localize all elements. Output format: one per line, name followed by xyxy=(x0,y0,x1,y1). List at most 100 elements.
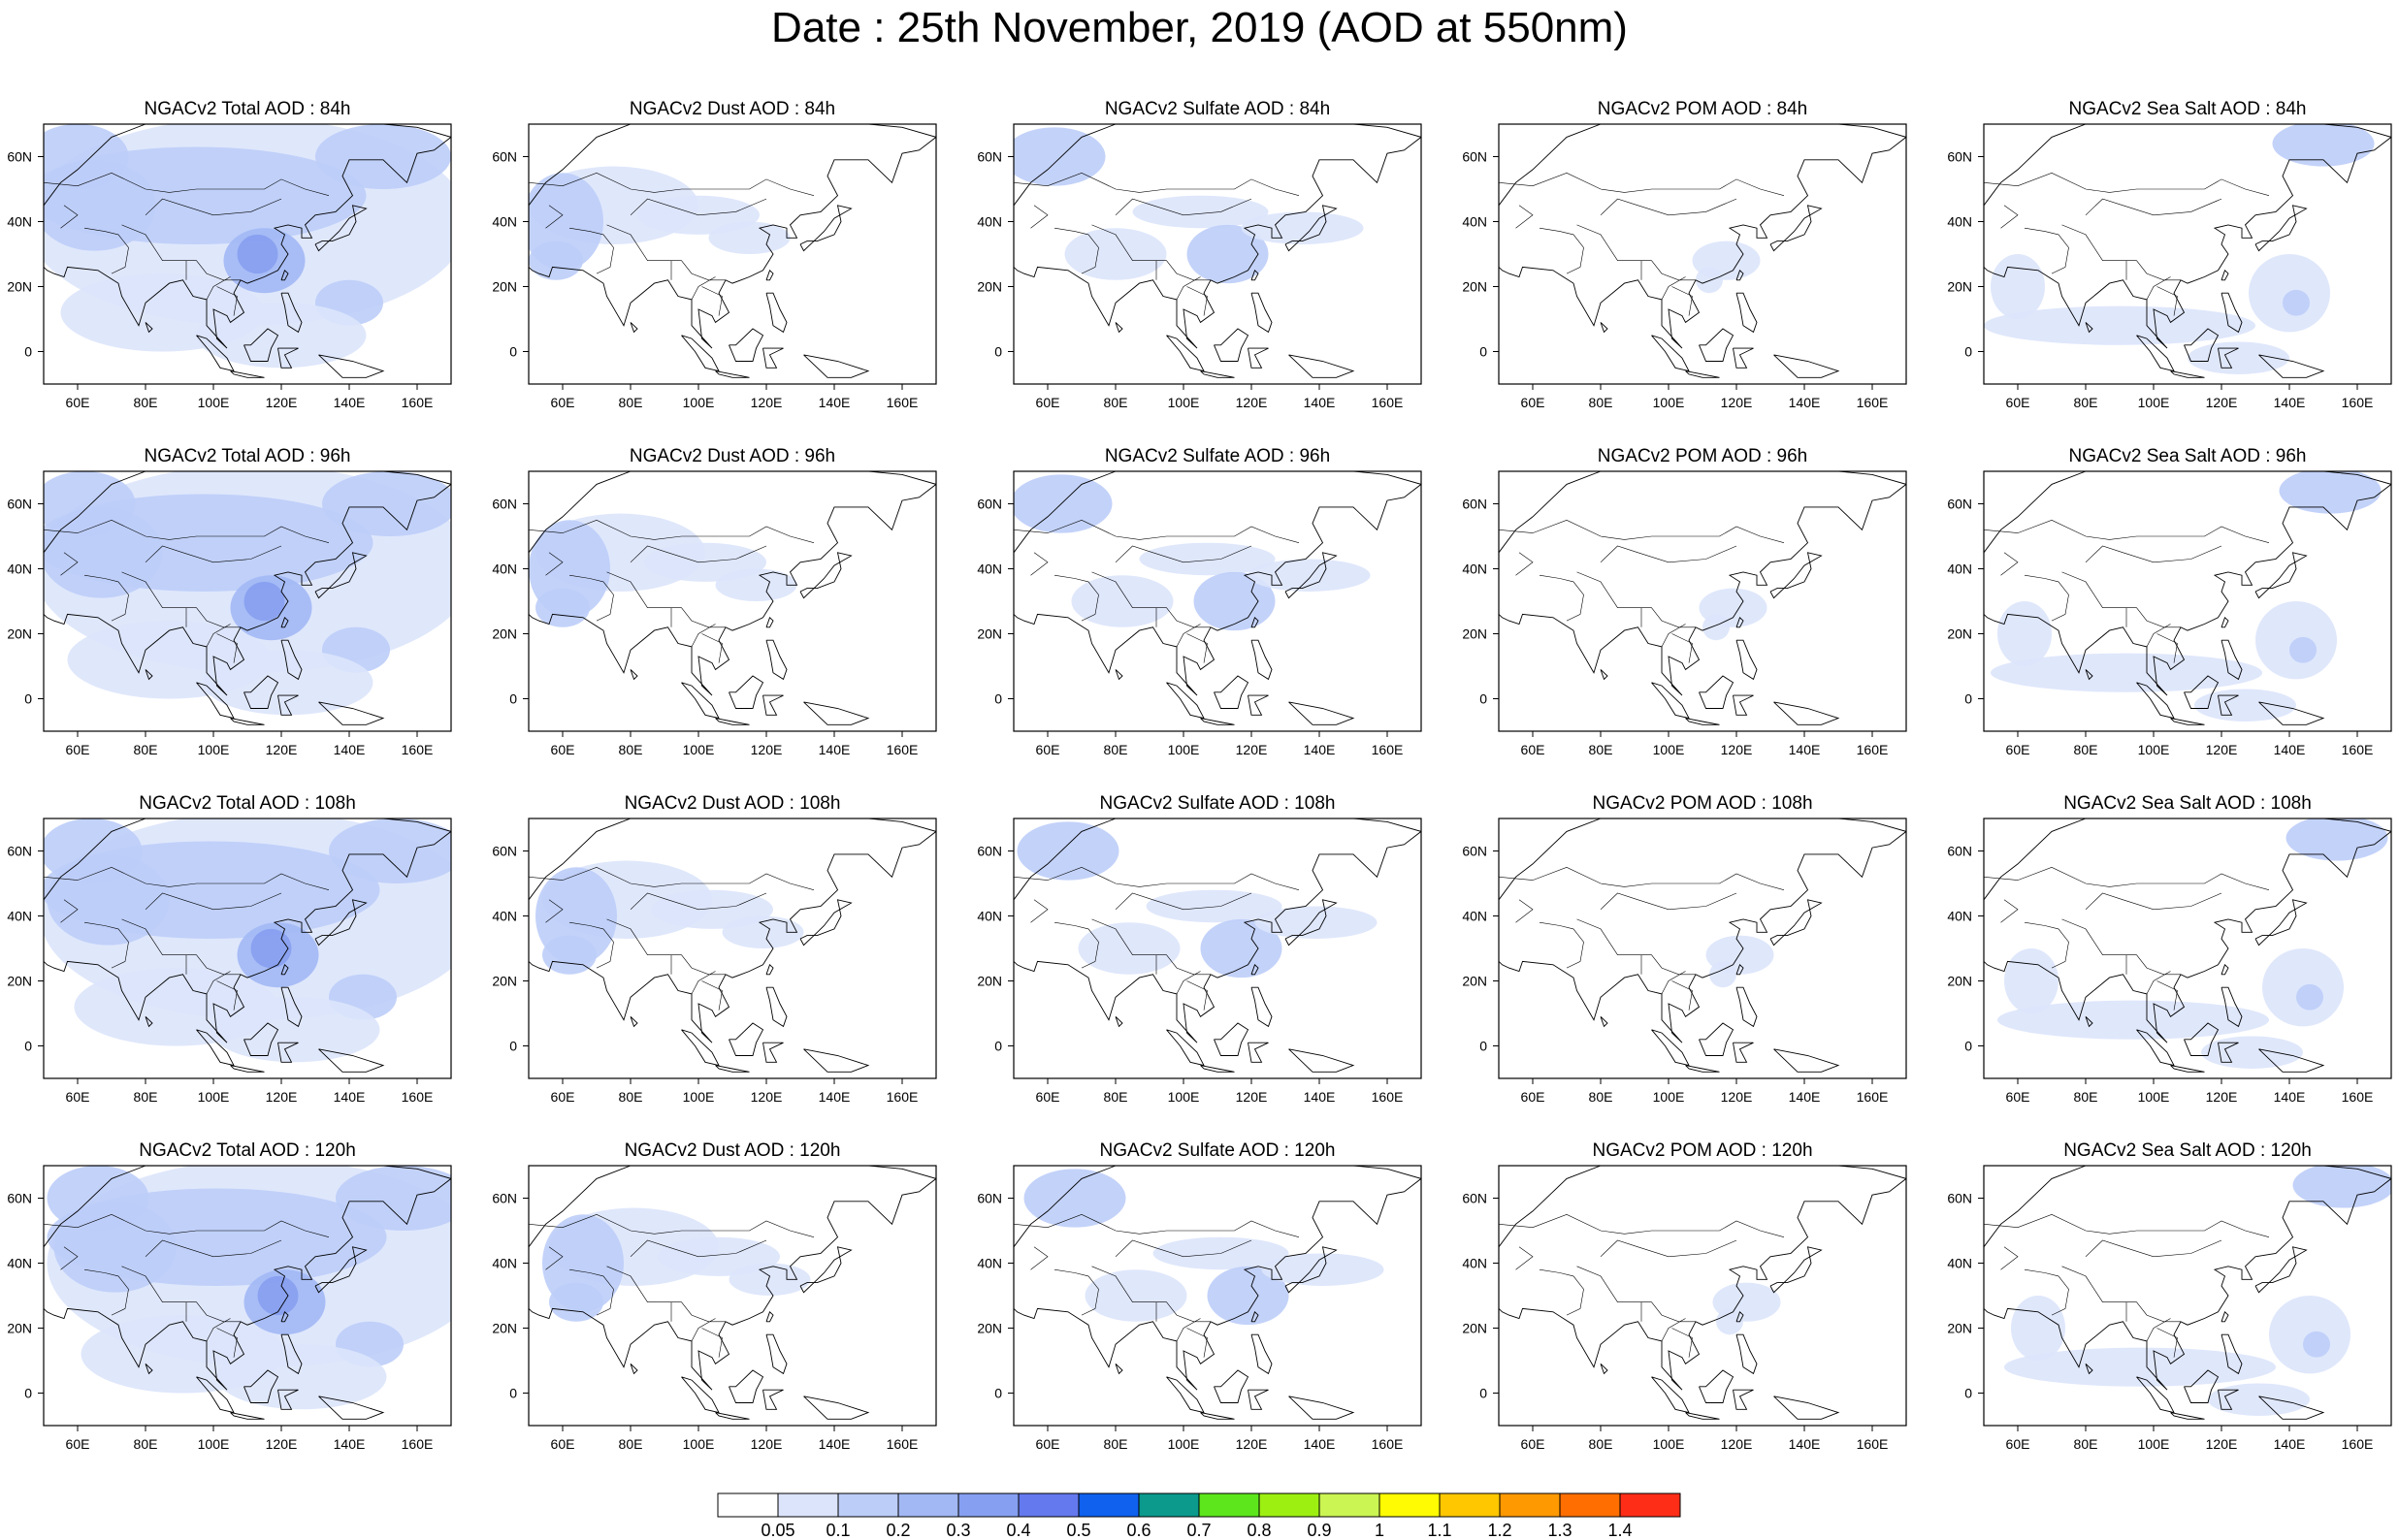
coastline xyxy=(2136,682,2175,720)
country-border xyxy=(1014,172,1300,196)
coastline xyxy=(1769,1246,1823,1294)
map-frame xyxy=(43,818,452,1079)
coastline xyxy=(1200,718,1235,725)
lat-tick-label: 20N xyxy=(7,626,32,642)
coastline xyxy=(803,1048,870,1073)
coastline xyxy=(1250,963,1259,976)
aod-blob xyxy=(210,997,380,1063)
lon-tick-label: 60E xyxy=(1036,1436,1060,1452)
lat-tick-label: 0 xyxy=(509,344,517,360)
lat-tick-label: 40N xyxy=(7,214,32,230)
coastline xyxy=(1115,322,1123,334)
lon-tick-label: 140E xyxy=(334,1089,366,1105)
country-border xyxy=(606,571,726,628)
coastline xyxy=(1733,694,1754,716)
coastline xyxy=(1284,552,1338,599)
aod-field xyxy=(1984,124,2391,378)
lon-tick-label: 140E xyxy=(819,1436,851,1452)
lon-tick-label: 120E xyxy=(266,1436,298,1452)
lon-tick-label: 120E xyxy=(1236,395,1268,410)
coastline xyxy=(1200,1412,1235,1420)
lon-tick-label: 60E xyxy=(2006,1436,2030,1452)
coastline xyxy=(2170,370,2205,378)
lat-tick-label: 60N xyxy=(977,844,1002,859)
coastline xyxy=(44,818,451,1043)
country-border xyxy=(2085,1239,2222,1258)
coastline xyxy=(2221,1333,2243,1375)
map-frame xyxy=(1498,1165,1907,1427)
lon-tick-label: 160E xyxy=(2342,1436,2374,1452)
lat-tick-label: 40N xyxy=(1947,1256,1972,1271)
map-frame xyxy=(1983,123,2392,385)
country-border xyxy=(1176,276,1201,301)
coastline xyxy=(2254,205,2308,252)
coastline xyxy=(715,1065,750,1073)
country-border xyxy=(2156,1328,2178,1358)
country-border xyxy=(529,1213,815,1237)
lat-tick-label: 0 xyxy=(994,1039,1002,1054)
lon-tick-label: 60E xyxy=(1521,395,1545,410)
lon-tick-label: 100E xyxy=(2138,742,2170,757)
lon-tick-label: 120E xyxy=(751,1436,783,1452)
map-panel: NGACv2 POM AOD : 120h 60E 80E 100E 120E 140E 1… xyxy=(1462,1140,1907,1452)
aod-blob xyxy=(2004,1347,2276,1387)
lon-tick-label: 80E xyxy=(619,742,643,757)
lon-tick-label: 140E xyxy=(1789,1089,1821,1105)
panel-title: NGACv2 Dust AOD : 120h xyxy=(625,1140,841,1161)
lon-tick-label: 80E xyxy=(1104,1436,1128,1452)
lon-tick-label: 60E xyxy=(1521,1436,1545,1452)
coastline xyxy=(1014,471,1421,696)
coastline xyxy=(243,1022,279,1056)
map-frame xyxy=(1498,470,1907,732)
coastline xyxy=(2258,1396,2325,1420)
aod-blob xyxy=(1984,305,2255,345)
aod-field xyxy=(44,471,451,725)
panel-title: NGACv2 Sea Salt AOD : 84h xyxy=(2068,99,2306,119)
coastline xyxy=(318,354,385,378)
coastline xyxy=(1984,818,2391,1043)
coastline xyxy=(1248,694,1269,716)
coastline xyxy=(1773,701,1840,725)
lon-tick-label: 60E xyxy=(1036,1089,1060,1105)
map-frame xyxy=(1013,818,1422,1079)
coastline xyxy=(196,1376,235,1414)
country-border xyxy=(83,921,129,969)
coastline xyxy=(196,1029,235,1067)
country-border xyxy=(630,1239,767,1258)
aod-blob xyxy=(1997,601,2052,666)
coastline xyxy=(230,1065,265,1073)
aod-blob xyxy=(1207,1266,1289,1326)
coastline xyxy=(765,1310,774,1323)
coastline xyxy=(1733,1389,1754,1410)
lon-tick-label: 160E xyxy=(402,1089,434,1105)
lon-tick-label: 140E xyxy=(334,742,366,757)
lat-tick-label: 40N xyxy=(492,1256,517,1271)
country-border xyxy=(1186,980,1208,1011)
lon-tick-label: 140E xyxy=(2274,742,2306,757)
country-border xyxy=(1515,552,1534,576)
panel-title: NGACv2 Dust AOD : 108h xyxy=(625,793,841,814)
coastline xyxy=(1200,1065,1235,1073)
coastline xyxy=(529,124,936,349)
country-border xyxy=(2061,571,2181,628)
aod-blob xyxy=(196,303,367,369)
coastline xyxy=(1115,1363,1123,1375)
country-border xyxy=(1091,1266,1211,1323)
map-panel: NGACv2 Sulfate AOD : 96h 60E 80E 100E 120E 14… xyxy=(977,446,1422,757)
aod-blob xyxy=(1085,1269,1187,1322)
country-border xyxy=(529,866,815,890)
coastline xyxy=(681,1029,720,1067)
coastline xyxy=(1685,1412,1720,1420)
coastline xyxy=(2258,354,2325,378)
country-border xyxy=(1030,205,1049,229)
coastline xyxy=(1214,1022,1249,1056)
lat-tick-label: 40N xyxy=(1947,214,1972,230)
coastline xyxy=(1735,616,1744,628)
coastline xyxy=(529,818,936,1043)
country-border xyxy=(1515,205,1534,229)
lat-tick-label: 0 xyxy=(1479,1386,1487,1401)
coastline xyxy=(2170,718,2205,725)
lon-tick-label: 120E xyxy=(2206,1436,2238,1452)
coastline xyxy=(1014,1166,1421,1391)
coastline xyxy=(715,1412,750,1420)
